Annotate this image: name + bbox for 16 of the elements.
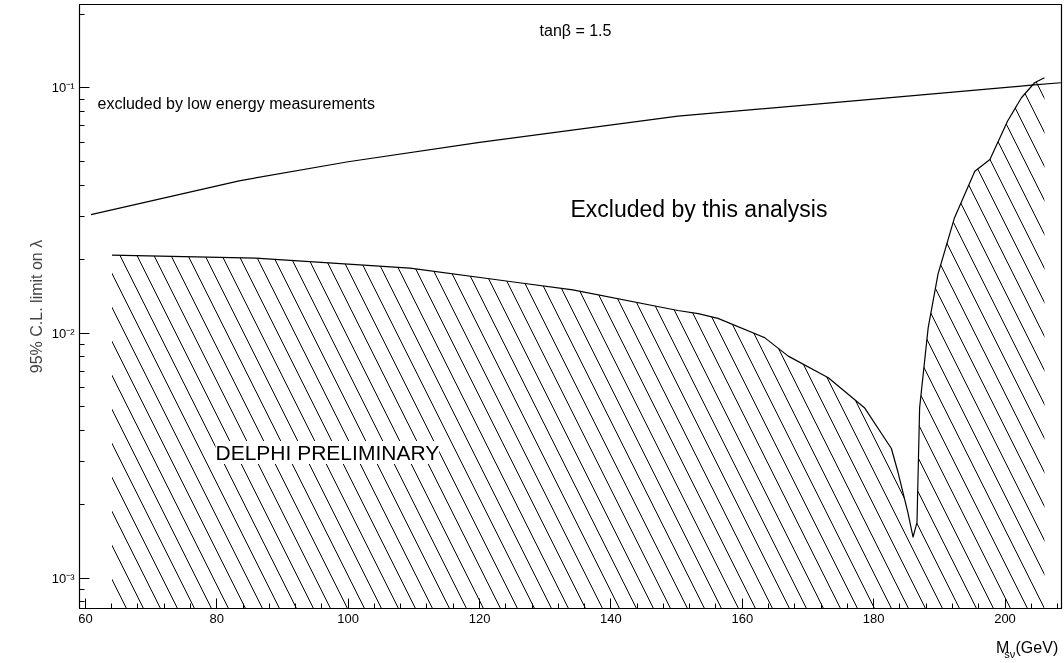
y-axis-title: 95% C.L. limit on λ (27, 239, 45, 374)
x-tick-label: 140 (600, 610, 622, 626)
y-tick-label: 10⁻³ (51, 570, 76, 586)
x-tick-label: 200 (994, 610, 1016, 626)
y-tick-label: 10⁻² (51, 325, 76, 341)
annotation: Excluded by this analysis (570, 195, 828, 222)
x-tick-label: 60 (78, 610, 93, 626)
x-tick-label: 120 (468, 610, 491, 626)
y-tick-label: 10⁻¹ (51, 80, 76, 96)
x-tick-label: 180 (862, 610, 885, 626)
annotation: tanβ = 1.5 (539, 22, 612, 39)
annotation: excluded by low energy measurements (97, 95, 375, 112)
x-tick-label: 80 (209, 610, 225, 626)
x-tick-label: 160 (731, 610, 754, 626)
x-tick-label: 100 (337, 610, 360, 626)
annotation: DELPHI PRELIMINARY (215, 441, 440, 464)
